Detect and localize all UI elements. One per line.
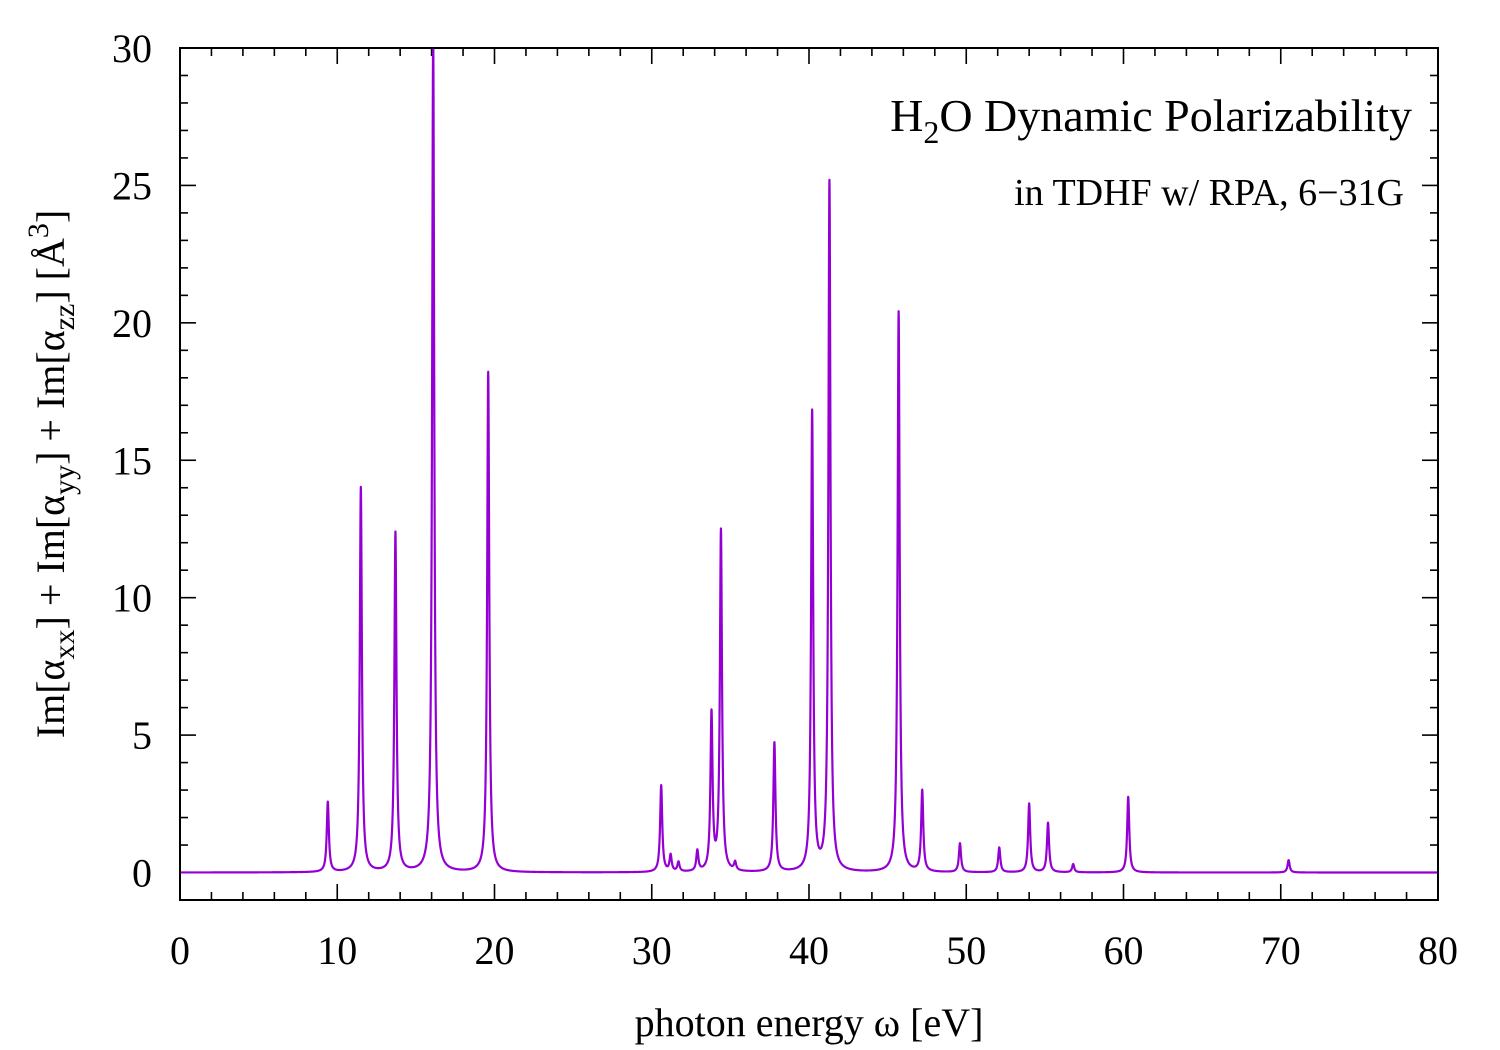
x-tick-label: 10 <box>317 928 357 973</box>
y-tick-label: 10 <box>112 576 152 621</box>
y-tick-label: 5 <box>132 713 152 758</box>
chart-subtitle: in TDHF w/ RPA, 6−31G <box>1014 172 1404 214</box>
x-tick-label: 0 <box>170 928 190 973</box>
x-tick-label: 50 <box>946 928 986 973</box>
tick-labels-layer: 0 10 20 30 40 50 60 70 80 0 5 10 15 20 25 30 <box>112 26 1458 973</box>
y-tick-label: 0 <box>132 851 152 896</box>
y-axis-title: Im[αxx] + Im[αyy] + Im[αzz] [Å3] <box>22 210 81 738</box>
series-line <box>179 46 1439 874</box>
x-tick-label: 40 <box>789 928 829 973</box>
y-tick-label: 20 <box>112 301 152 346</box>
x-tick-label: 60 <box>1104 928 1144 973</box>
y-tick-label: 30 <box>112 26 152 71</box>
x-tick-label: 80 <box>1418 928 1458 973</box>
x-tick-label: 30 <box>632 928 672 973</box>
x-axis-title: photon energy ω [eV] <box>635 1000 984 1045</box>
y-tick-label: 25 <box>112 163 152 208</box>
plot-frame <box>179 47 1439 901</box>
x-tick-label: 70 <box>1261 928 1301 973</box>
x-tick-label: 20 <box>475 928 515 973</box>
chart-title: H2O Dynamic Polarizability <box>890 90 1412 150</box>
y-tick-label: 15 <box>112 438 152 483</box>
